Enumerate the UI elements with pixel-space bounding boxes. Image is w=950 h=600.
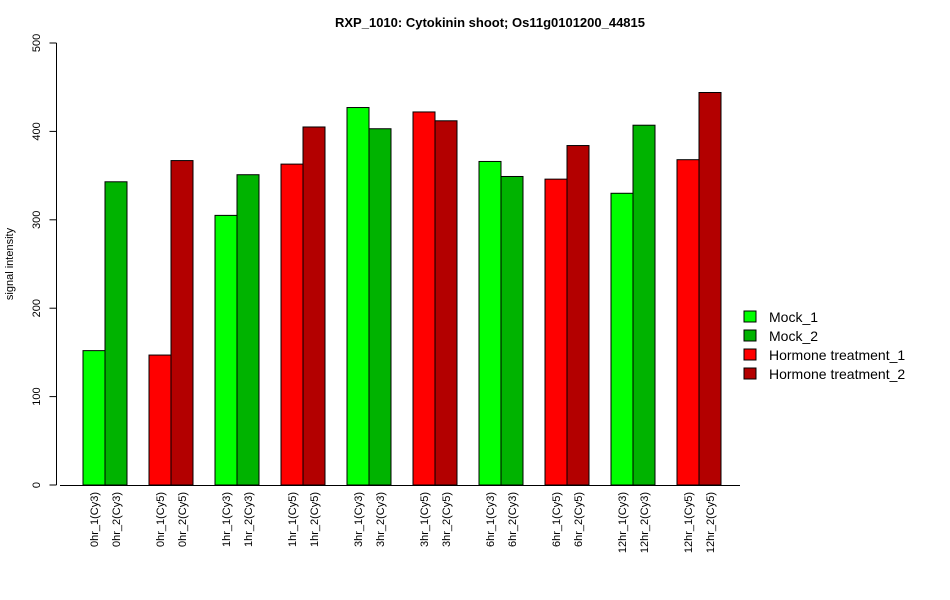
- x-tick-label: 1hr_2(Cy5): [309, 492, 321, 547]
- legend: Mock_1 Mock_2 Hormone treatment_1 Hormone t…: [743, 309, 905, 382]
- x-tick-label: 1hr_1(Cy3): [221, 492, 233, 547]
- bar-0hr_2(Cy5): [170, 160, 194, 486]
- x-tick-label: 1hr_2(Cy3): [243, 492, 255, 547]
- legend-label: Mock_1: [769, 309, 818, 325]
- x-tick-label: 1hr_1(Cy5): [287, 492, 299, 547]
- y-tick-label: 400: [31, 122, 43, 140]
- bar-1hr_1(Cy5): [280, 163, 304, 486]
- x-tick-label: 12hr_2(Cy3): [639, 492, 651, 553]
- bar-0hr_2(Cy3): [104, 181, 128, 486]
- bar-12hr_1(Cy5): [676, 159, 700, 486]
- legend-swatch: [743, 367, 757, 380]
- x-tick-label: 3hr_1(Cy3): [353, 492, 365, 547]
- bar-3hr_1(Cy3): [346, 107, 370, 486]
- bar-6hr_1(Cy3): [478, 160, 502, 486]
- y-tick-label: 100: [31, 387, 43, 405]
- legend-label: Hormone treatment_2: [769, 366, 905, 382]
- chart-title: RXP_1010: Cytokinin shoot; Os11g0101200_…: [335, 15, 645, 30]
- bar-12hr_2(Cy3): [632, 124, 656, 486]
- x-tick-label: 6hr_2(Cy5): [573, 492, 585, 547]
- bar-1hr_2(Cy3): [236, 174, 260, 486]
- bar-6hr_1(Cy5): [544, 178, 568, 486]
- bar-12hr_1(Cy3): [610, 192, 634, 486]
- bar-3hr_1(Cy5): [412, 111, 436, 486]
- bar-3hr_2(Cy3): [368, 128, 392, 486]
- bar-1hr_2(Cy5): [302, 126, 326, 486]
- x-tick-label: 0hr_1(Cy3): [89, 492, 101, 547]
- y-tick-label: 0: [31, 482, 43, 488]
- bar-1hr_1(Cy3): [214, 214, 238, 486]
- x-tick-label: 0hr_2(Cy5): [177, 492, 189, 547]
- bar-6hr_2(Cy3): [500, 175, 524, 486]
- x-tick-label: 6hr_2(Cy3): [507, 492, 519, 547]
- bar-0hr_1(Cy3): [82, 350, 106, 486]
- y-tick-label: 500: [31, 34, 43, 52]
- x-tick-label: 6hr_1(Cy3): [485, 492, 497, 547]
- x-tick-label: 3hr_1(Cy5): [419, 492, 431, 547]
- x-tick-label: 6hr_1(Cy5): [551, 492, 563, 547]
- legend-swatch: [743, 348, 757, 361]
- legend-swatch: [743, 329, 757, 342]
- x-tick-label: 0hr_1(Cy5): [155, 492, 167, 547]
- x-tick-label: 12hr_1(Cy3): [617, 492, 629, 553]
- y-axis-label: signal intensity: [4, 227, 16, 300]
- x-axis: 0hr_1(Cy3) 0hr_2(Cy3) 0hr_1(Cy5) 0hr_2(Cy5)…: [60, 485, 740, 553]
- x-tick-label: 3hr_2(Cy3): [375, 492, 387, 547]
- x-tick-label: 0hr_2(Cy3): [111, 492, 123, 547]
- x-tick-label: 3hr_2(Cy5): [441, 492, 453, 547]
- x-tick-label: 12hr_2(Cy5): [705, 492, 717, 553]
- bar-12hr_2(Cy5): [698, 92, 722, 486]
- bar-0hr_1(Cy5): [148, 354, 172, 486]
- legend-label: Mock_2: [769, 328, 818, 344]
- y-tick-label: 300: [31, 211, 43, 229]
- legend-label: Hormone treatment_1: [769, 347, 905, 363]
- y-tick-label: 200: [31, 299, 43, 317]
- x-tick-label: 12hr_1(Cy5): [683, 492, 695, 553]
- y-axis: 0 100 200 300 400 500: [31, 34, 57, 488]
- bar-3hr_2(Cy5): [434, 120, 458, 486]
- bar-6hr_2(Cy5): [566, 145, 590, 486]
- bars-layer: [82, 92, 722, 486]
- legend-swatch: [743, 310, 757, 323]
